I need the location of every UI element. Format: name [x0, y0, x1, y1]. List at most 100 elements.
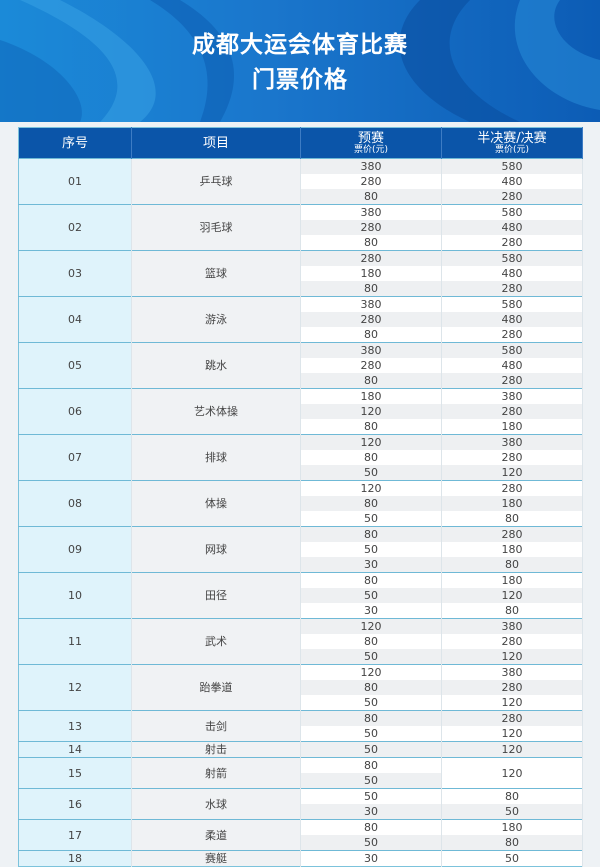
table-row: 50 80 [19, 511, 583, 527]
cell-prelim-price: 30 [300, 603, 442, 619]
ticket-price-table: 序号 项目 预赛 票价(元) 半决赛/决赛 票价(元) 01 乒乓球 380 580 280… [18, 127, 583, 867]
table-row: 80 180 [19, 496, 583, 511]
cell-prelim-price: 80 [300, 373, 442, 389]
table-row: 15 射箭 80 120 [18, 757, 583, 789]
cell-event: 乒乓球 [131, 158, 301, 205]
cell-no: 12 [18, 664, 132, 711]
table-row: 80 280 [19, 373, 583, 389]
cell-prelim-price: 280 [300, 312, 442, 327]
cell-final-price: 380 [441, 664, 583, 680]
cell-prelim-price: 120 [300, 480, 442, 496]
cell-final-price: 480 [441, 358, 583, 373]
table-row: 80 280 [19, 235, 583, 251]
cell-final-price: 80 [441, 603, 583, 619]
cell-final-price: 50 [441, 850, 583, 867]
cell-prelim-price: 80 [300, 819, 442, 835]
cell-final-price: 180 [441, 572, 583, 588]
table-row: 80 280 [19, 680, 583, 695]
cell-final-price: 180 [441, 819, 583, 835]
cell-prelim-price: 120 [300, 664, 442, 680]
cell-no: 01 [18, 158, 132, 205]
cell-final-price: 50 [441, 804, 583, 820]
cell-event: 羽毛球 [131, 204, 301, 251]
cell-prelim-price: 280 [300, 174, 442, 189]
table-row: 30 80 [19, 557, 583, 573]
table-row: 80 280 [19, 281, 583, 297]
cell-event: 体操 [131, 480, 301, 527]
cell-final-price: 280 [441, 373, 583, 389]
cell-final-price: 80 [441, 788, 583, 804]
cell-final-price: 180 [441, 542, 583, 557]
cell-prelim-price: 80 [300, 281, 442, 297]
table-row: 280 480 [19, 358, 583, 373]
table-row: 02 羽毛球 380 580 [18, 204, 583, 251]
table-row: 80 280 [19, 634, 583, 649]
table-row: 18 赛艇 30 50 [18, 850, 583, 867]
cell-event: 射击 [131, 741, 301, 758]
cell-final-price: 580 [441, 296, 583, 312]
cell-no: 11 [18, 618, 132, 665]
cell-prelim-price: 50 [300, 835, 442, 851]
table-row: 50 80 [19, 835, 583, 851]
cell-final-price: 120 [441, 465, 583, 481]
table-row: 80 280 [19, 327, 583, 343]
cell-no: 18 [18, 850, 132, 867]
cell-final-price: 280 [441, 480, 583, 496]
page-title: 成都大运会体育比赛 [192, 32, 408, 58]
swirl-decoration [0, 0, 600, 122]
table-row: 50 120 [19, 465, 583, 481]
cell-final-price: 280 [441, 710, 583, 726]
cell-prelim-price: 80 [300, 572, 442, 588]
cell-prelim-price: 50 [300, 542, 442, 557]
header-no: 序号 [18, 127, 132, 159]
cell-no: 17 [18, 819, 132, 851]
cell-final-price: 120 [441, 588, 583, 603]
cell-final-price: 120 [441, 726, 583, 742]
cell-no: 09 [18, 526, 132, 573]
cell-event: 柔道 [131, 819, 301, 851]
cell-final-price: 580 [441, 158, 583, 174]
cell-prelim-price: 50 [300, 511, 442, 527]
cell-event: 跆拳道 [131, 664, 301, 711]
cell-event: 篮球 [131, 250, 301, 297]
cell-no: 16 [18, 788, 132, 820]
table-row: 50 [19, 773, 583, 789]
cell-final-price: 120 [441, 649, 583, 665]
cell-no: 08 [18, 480, 132, 527]
cell-prelim-price: 120 [300, 618, 442, 634]
cell-event: 武术 [131, 618, 301, 665]
cell-event: 艺术体操 [131, 388, 301, 435]
table-row: 11 武术 120 380 [18, 618, 583, 665]
cell-final-price: 580 [441, 250, 583, 266]
cell-prelim-price: 180 [300, 388, 442, 404]
cell-final-price: 80 [441, 835, 583, 851]
cell-prelim-price: 280 [300, 220, 442, 235]
cell-no: 04 [18, 296, 132, 343]
cell-prelim-price: 280 [300, 250, 442, 266]
cell-final-price: 80 [441, 557, 583, 573]
cell-final-price: 280 [441, 189, 583, 205]
cell-prelim-price: 80 [300, 526, 442, 542]
cell-prelim-price: 50 [300, 726, 442, 742]
cell-prelim-price: 80 [300, 450, 442, 465]
cell-final-price: 280 [441, 450, 583, 465]
cell-final-price: 280 [441, 281, 583, 297]
cell-no: 06 [18, 388, 132, 435]
cell-no: 02 [18, 204, 132, 251]
cell-final-price: 280 [441, 235, 583, 251]
cell-prelim-price: 50 [300, 465, 442, 481]
cell-prelim-price: 380 [300, 158, 442, 174]
table-row: 280 480 [19, 312, 583, 327]
cell-no: 13 [18, 710, 132, 742]
cell-prelim-price: 80 [300, 419, 442, 435]
table-row: 30 50 [19, 804, 583, 820]
cell-prelim-price: 50 [300, 588, 442, 603]
cell-no: 03 [18, 250, 132, 297]
header-prelim: 预赛 票价(元) [300, 127, 442, 159]
cell-prelim-price: 80 [300, 634, 442, 649]
cell-event: 击剑 [131, 710, 301, 742]
table-row: 01 乒乓球 380 580 [18, 158, 583, 205]
cell-prelim-price: 50 [300, 741, 442, 758]
cell-final-price: 480 [441, 220, 583, 235]
cell-final-price: 80 [441, 511, 583, 527]
